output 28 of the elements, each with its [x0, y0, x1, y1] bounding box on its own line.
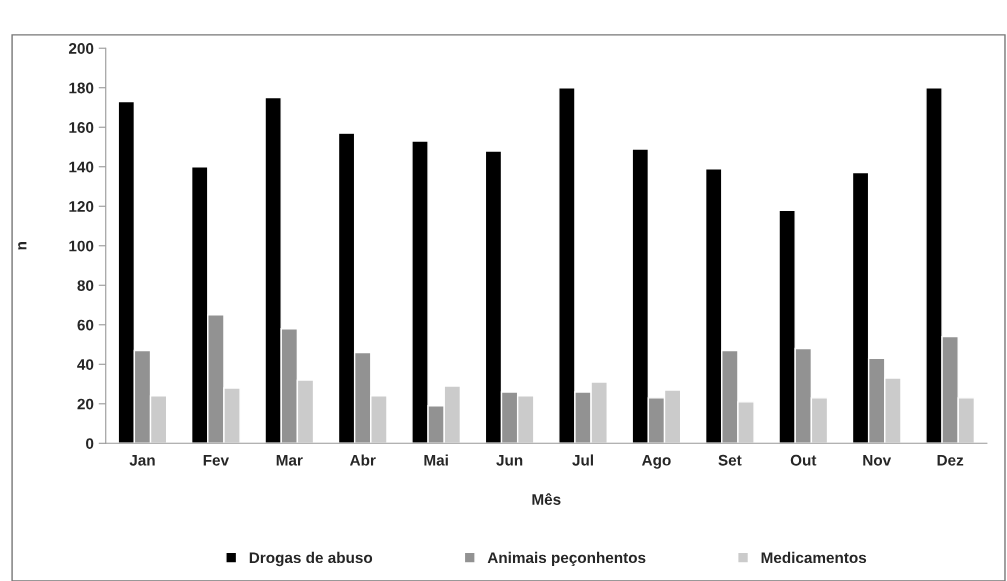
x-tick-label: Jan — [129, 454, 155, 466]
y-tick-label: 20 — [77, 398, 94, 410]
legend-label: Drogas de abuso — [249, 551, 373, 567]
x-tick-label: Jul — [572, 454, 593, 466]
y-tick-label: 200 — [68, 43, 94, 54]
x-tick-label: Out — [790, 454, 817, 466]
y-tick-label: 40 — [77, 359, 94, 370]
y-tick-label: 180 — [69, 82, 94, 94]
y-tick-label: 60 — [77, 319, 94, 331]
x-tick-label: Nov — [863, 454, 892, 466]
x-tick-label: Abr — [349, 454, 376, 466]
y-tick-label: 0 — [86, 438, 94, 449]
x-tick-label: Mai — [424, 454, 448, 466]
x-tick-label: Ago — [641, 454, 671, 469]
x-tick-label: Jun — [496, 454, 523, 466]
y-tick-label: 80 — [77, 280, 94, 291]
y-tick-label: 100 — [69, 240, 94, 252]
x-tick-label: Fev — [203, 454, 229, 466]
y-tick-label: 120 — [69, 201, 94, 212]
x-tick-label: Dez — [937, 454, 964, 466]
legend-label: Medicamentos — [761, 551, 867, 564]
legend-label: Animais peçonhentos — [487, 551, 646, 567]
x-axis-title: Mês — [532, 493, 561, 505]
y-tick-label: 160 — [69, 122, 94, 133]
y-tick-label: 140 — [69, 161, 94, 173]
x-tick-label: Mar — [276, 454, 303, 466]
x-tick-label: Set — [718, 454, 742, 466]
y-axis-title: n — [18, 242, 27, 250]
